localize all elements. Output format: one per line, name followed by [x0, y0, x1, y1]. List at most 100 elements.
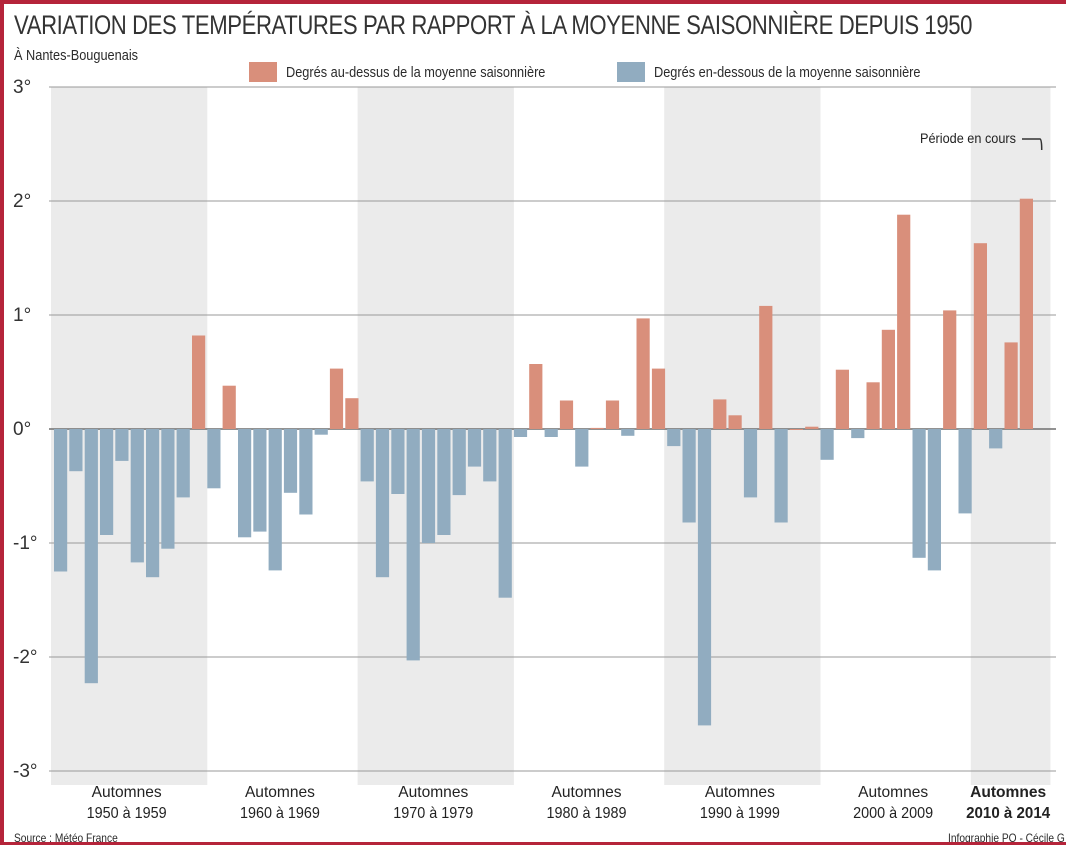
decade-band [970, 87, 1051, 785]
bar-1985 [590, 427, 604, 429]
legend-label-below: Degrés en-dessous de la moyenne saisonni… [654, 63, 921, 81]
bar-1958 [176, 429, 190, 498]
bar-1951 [69, 429, 83, 472]
bar-1991 [682, 429, 696, 523]
bar-1998 [789, 429, 803, 430]
bar-2012 [1004, 342, 1018, 429]
bar-2006 [912, 429, 926, 558]
bar-2002 [851, 429, 865, 439]
annotation-group: Période en cours [920, 130, 1043, 151]
bar-1990 [667, 429, 681, 447]
bar-1996 [759, 305, 773, 429]
decade-label-line1: Automnes [398, 784, 468, 801]
bar-1983 [559, 400, 574, 429]
y-tick-label: 1° [13, 305, 31, 326]
annotation-label: Période en cours [920, 130, 1016, 146]
bar-1987 [621, 429, 635, 436]
bar-1986 [605, 400, 620, 429]
source-note: Source : Météo France [14, 831, 118, 845]
bar-1970 [360, 429, 374, 482]
bar-2003 [866, 382, 880, 429]
bar-1978 [483, 429, 497, 482]
bar-1954 [115, 429, 129, 461]
bar-1957 [161, 429, 175, 549]
credit-note: Infographie PO - Cécile G [948, 831, 1065, 845]
bar-1988 [636, 318, 650, 429]
bar-1959 [192, 335, 206, 429]
decade-label-line1: Automnes [705, 784, 775, 801]
bar-1961 [222, 385, 236, 429]
legend-item-above: Degrés au-dessus de la moyenne saisonniè… [249, 61, 591, 83]
bar-1969 [345, 398, 359, 429]
bar-1993 [713, 399, 727, 429]
bar-1962 [238, 429, 252, 538]
bar-1963 [253, 429, 267, 532]
bar-1960 [207, 429, 221, 489]
bar-1967 [314, 429, 328, 435]
legend-swatch-below [617, 62, 645, 82]
chart-title: VARIATION DES TEMPÉRATURES PAR RAPPORT À… [14, 10, 973, 40]
bar-2004 [881, 329, 895, 429]
bar-1997 [774, 429, 788, 523]
bar-2001 [835, 369, 849, 429]
bar-1981 [529, 364, 543, 429]
bar-2008 [943, 310, 957, 429]
y-tick-label: -1° [13, 533, 38, 554]
bar-1968 [329, 368, 344, 429]
bar-2009 [958, 429, 972, 514]
y-tick-label: -3° [13, 761, 38, 782]
y-tick-label: -2° [13, 647, 38, 668]
y-tick-label: 2° [13, 191, 31, 212]
decade-label-line1: Automnes [552, 784, 622, 801]
y-tick-label: 0° [13, 419, 31, 440]
bar-2007 [927, 429, 941, 571]
bar-1973 [406, 429, 420, 661]
decade-label-line2: 2000 à 2009 [853, 805, 933, 822]
annotation-leader [1022, 138, 1043, 151]
decade-label-line2: 1980 à 1989 [547, 805, 627, 822]
bar-2010 [973, 243, 987, 429]
bar-1989 [651, 368, 666, 429]
bar-1966 [299, 429, 313, 515]
bar-1977 [467, 429, 482, 467]
bar-1979 [498, 429, 512, 598]
decade-label-line1: Automnes [245, 784, 315, 801]
decade-label-line2: 1960 à 1969 [240, 805, 320, 822]
bar-1953 [100, 429, 114, 535]
y-axis-tick-labels: 3° 2° 1° 0° -1° -2° -3° [13, 77, 38, 782]
bar-1994 [728, 415, 742, 429]
bar-1984 [575, 429, 589, 467]
y-tick-label: 3° [13, 77, 31, 98]
chart-subtitle: À Nantes-Bouguenais [14, 47, 139, 64]
decade-label-line1: Automnes [92, 784, 162, 801]
decade-label-line2: 1970 à 1979 [393, 805, 473, 822]
gridlines [49, 86, 1056, 772]
bar-1999 [805, 426, 819, 429]
decade-label-line2: 2010 à 2014 [966, 805, 1050, 822]
bar-2011 [989, 429, 1003, 449]
x-axis-decade-labels: Automnes 1950 à 1959 Automnes 1960 à 1969 Au… [87, 784, 1051, 822]
bar-1976 [452, 429, 466, 496]
bar-1956 [146, 429, 160, 578]
bar-1995 [743, 429, 758, 498]
bar-1955 [130, 429, 144, 563]
bar-2013 [1019, 198, 1033, 429]
bar-1965 [283, 429, 298, 493]
bar-1975 [437, 429, 451, 535]
bar-1972 [391, 429, 405, 494]
decade-label-line1: Automnes [970, 784, 1046, 801]
legend-item-below: Degrés en-dessous de la moyenne saisonni… [617, 61, 968, 83]
bar-2005 [897, 214, 911, 429]
legend-swatch-above [249, 62, 277, 82]
bar-1964 [268, 429, 282, 571]
legend-label-above: Degrés au-dessus de la moyenne saisonniè… [286, 63, 546, 81]
bar-1952 [84, 429, 98, 684]
bar-1982 [544, 429, 558, 437]
decade-label-line2: 1990 à 1999 [700, 805, 780, 822]
bar-1980 [513, 429, 528, 437]
bar-1992 [697, 429, 712, 726]
bar-1971 [375, 429, 390, 578]
decade-label-line2: 1950 à 1959 [87, 805, 167, 822]
